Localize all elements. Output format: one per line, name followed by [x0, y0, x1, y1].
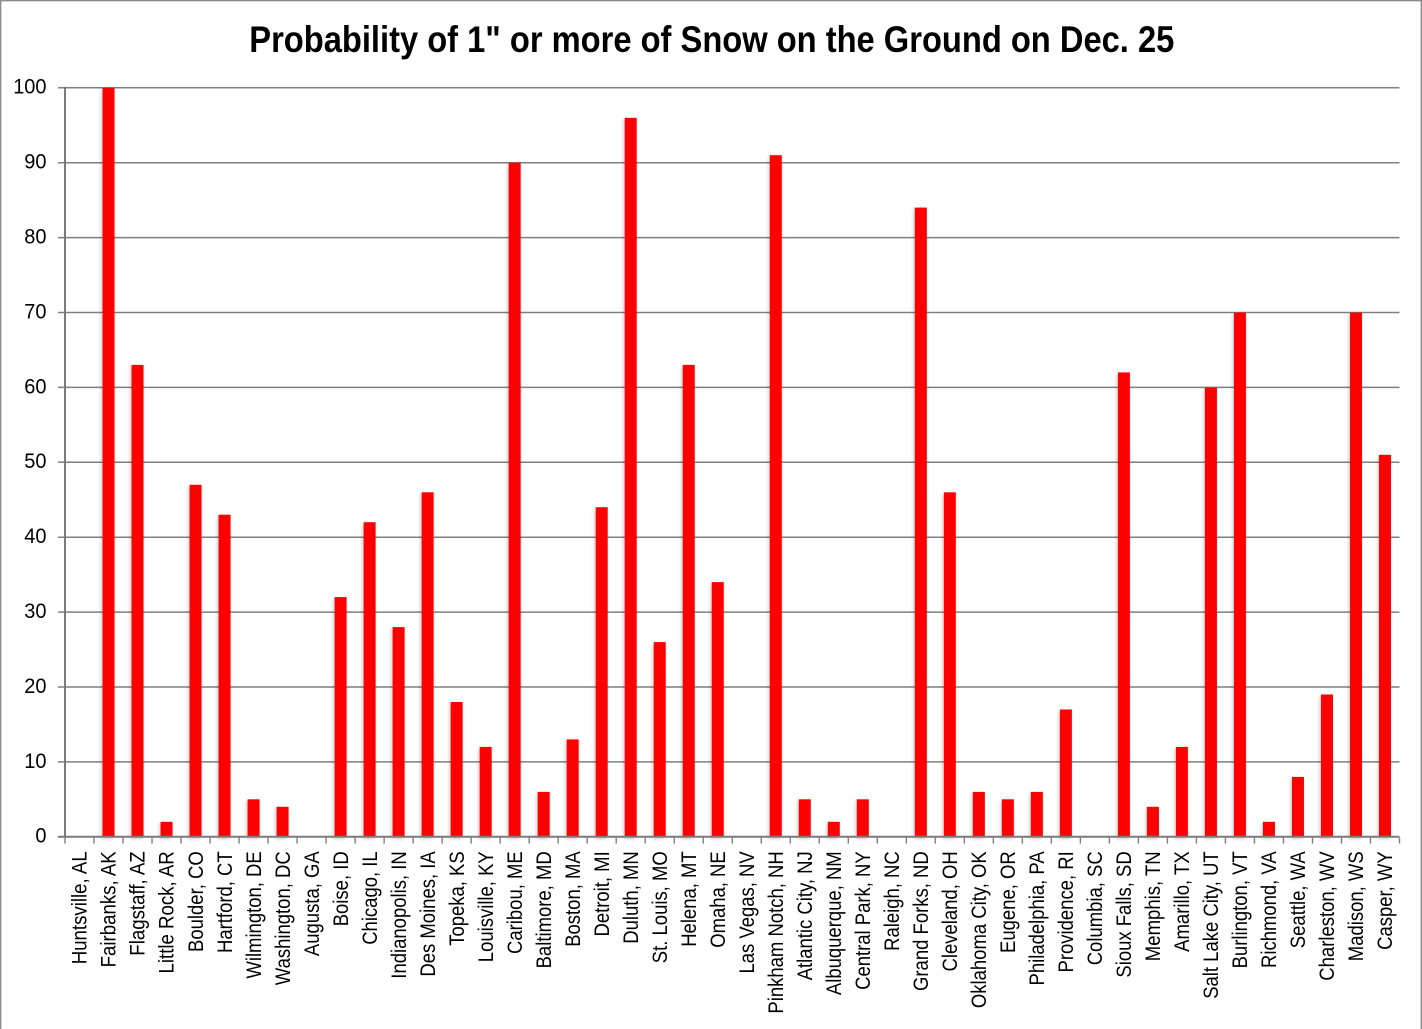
svg-text:Boise, ID: Boise, ID: [330, 851, 353, 926]
svg-text:Amarillo, TX: Amarillo, TX: [1171, 851, 1194, 952]
svg-text:Columbia, SC: Columbia, SC: [1084, 851, 1107, 965]
svg-text:Indianopolis, IN: Indianopolis, IN: [388, 851, 411, 978]
svg-text:Richmond, VA: Richmond, VA: [1258, 851, 1281, 968]
svg-text:Grand Forks, ND: Grand Forks, ND: [910, 851, 933, 991]
svg-text:Louisville, KY: Louisville, KY: [475, 851, 498, 962]
svg-text:Caribou, ME: Caribou, ME: [504, 851, 527, 954]
svg-text:Raleigh, NC: Raleigh, NC: [881, 851, 904, 951]
svg-text:Baltimore, MD: Baltimore, MD: [533, 851, 556, 968]
svg-text:Detroit, MI: Detroit, MI: [591, 851, 614, 936]
svg-text:20: 20: [24, 675, 46, 698]
svg-text:Memphis, TN: Memphis, TN: [1142, 851, 1165, 961]
svg-text:Salt Lake City, UT: Salt Lake City, UT: [1200, 851, 1223, 999]
svg-text:St. Louis, MO: St. Louis, MO: [649, 851, 672, 963]
svg-text:Washington, DC: Washington, DC: [272, 851, 295, 985]
svg-text:0: 0: [35, 825, 46, 848]
svg-text:Oklahoma City, OK: Oklahoma City, OK: [968, 851, 991, 1008]
svg-text:Albuquerque, NM: Albuquerque, NM: [823, 851, 846, 995]
svg-text:Probability of 1" or more of S: Probability of 1" or more of Snow on the…: [249, 19, 1174, 60]
svg-text:Topeka, KS: Topeka, KS: [446, 851, 469, 946]
svg-text:Helena, MT: Helena, MT: [678, 851, 701, 947]
svg-text:Madison, WS: Madison, WS: [1345, 851, 1368, 961]
svg-text:Little Rock, AR: Little Rock, AR: [156, 851, 179, 973]
svg-text:Seattle, WA: Seattle, WA: [1287, 851, 1310, 948]
svg-text:90: 90: [24, 151, 46, 174]
svg-text:70: 70: [24, 300, 46, 323]
svg-text:Des Moines, IA: Des Moines, IA: [417, 851, 440, 976]
svg-text:Boulder, CO: Boulder, CO: [185, 851, 208, 952]
svg-text:Charleston, WV: Charleston, WV: [1316, 851, 1339, 980]
svg-text:Flagstaff, AZ: Flagstaff, AZ: [127, 851, 150, 956]
svg-text:Central Park, NY: Central Park, NY: [852, 851, 875, 990]
svg-text:80: 80: [24, 226, 46, 249]
svg-text:Eugene, OR: Eugene, OR: [997, 851, 1020, 953]
svg-text:Boston, MA: Boston, MA: [562, 851, 585, 947]
svg-text:Atlantic City, NJ: Atlantic City, NJ: [794, 851, 817, 980]
svg-text:Duluth, MN: Duluth, MN: [620, 851, 643, 943]
svg-text:Fairbanks, AK: Fairbanks, AK: [98, 851, 121, 967]
svg-text:Huntsville, AL: Huntsville, AL: [69, 851, 92, 964]
svg-text:Sioux Falls, SD: Sioux Falls, SD: [1113, 851, 1136, 977]
svg-text:50: 50: [24, 450, 46, 473]
svg-text:Cleveland, OH: Cleveland, OH: [939, 851, 962, 971]
svg-text:Providence, RI: Providence, RI: [1055, 851, 1078, 972]
svg-text:30: 30: [24, 600, 46, 623]
svg-text:60: 60: [24, 375, 46, 398]
svg-text:Pinkham Notch, NH: Pinkham Notch, NH: [765, 851, 788, 1013]
svg-text:40: 40: [24, 525, 46, 548]
svg-text:Wilmington, DE: Wilmington, DE: [243, 851, 266, 978]
svg-text:Las Vegas, NV: Las Vegas, NV: [736, 851, 759, 973]
svg-text:100: 100: [13, 76, 46, 99]
svg-text:Omaha, NE: Omaha, NE: [707, 851, 730, 948]
svg-text:Augusta, GA: Augusta, GA: [301, 851, 324, 956]
svg-text:Burlington, VT: Burlington, VT: [1229, 851, 1252, 968]
svg-text:Hartford, CT: Hartford, CT: [214, 851, 237, 953]
svg-text:Casper, WY: Casper, WY: [1374, 851, 1397, 950]
svg-text:Philadelphia, PA: Philadelphia, PA: [1026, 851, 1049, 985]
svg-text:Chicago, IL: Chicago, IL: [359, 851, 382, 945]
svg-text:10: 10: [24, 750, 46, 773]
